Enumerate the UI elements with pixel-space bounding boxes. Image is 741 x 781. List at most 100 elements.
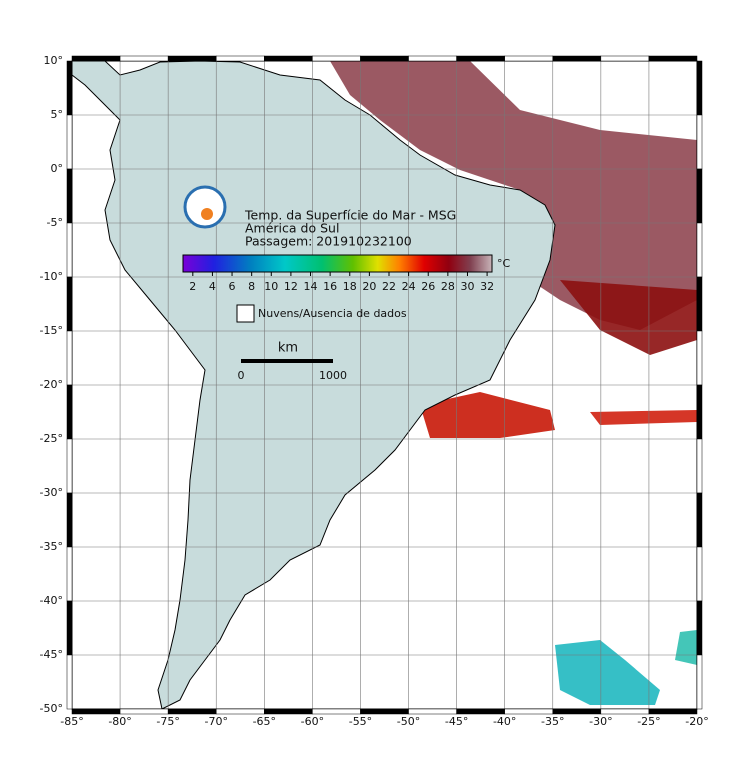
frame-segment (552, 708, 602, 715)
frame-segment (696, 330, 703, 386)
sst-north (330, 61, 697, 330)
x-tick-label: -30° (589, 715, 612, 728)
frame-segment (552, 55, 602, 62)
logo-sun (201, 208, 213, 220)
y-tick-label: -30° (40, 486, 63, 499)
x-tick-label: -75° (156, 715, 179, 728)
x-tick-label: -40° (493, 715, 516, 728)
header-line: América do Sul (245, 221, 339, 236)
x-tick-label: -70° (204, 715, 227, 728)
colorbar-label: 30 (460, 280, 474, 293)
frame-segment (600, 708, 650, 715)
colorbar-label: 6 (229, 280, 236, 293)
frame-segment (696, 222, 703, 278)
colorbar-label: 20 (362, 280, 376, 293)
frame-segment (456, 55, 505, 62)
colorbar-label: 4 (209, 280, 216, 293)
logo (183, 185, 227, 229)
y-tick-label: -25° (40, 432, 63, 445)
y-tick-label: 5° (51, 108, 64, 121)
sst-band (420, 392, 555, 438)
x-tick-label: -45° (445, 715, 468, 728)
frame-segment (71, 55, 121, 62)
frame-segment (360, 55, 409, 62)
colorbar-label: 12 (284, 280, 298, 293)
frame-segment (696, 168, 703, 224)
frame-segment (312, 55, 361, 62)
colorbar-unit: °C (497, 257, 511, 270)
colorbar-label: 10 (264, 280, 278, 293)
frame-segment (167, 708, 217, 715)
frame-segment (215, 55, 265, 62)
legend-swatch (236, 304, 255, 323)
frame-segment (696, 276, 703, 332)
y-tick-label: -15° (40, 324, 63, 337)
frame-segment (66, 330, 73, 386)
colorbar-label: 16 (323, 280, 337, 293)
colorbar-label: 26 (421, 280, 435, 293)
frame-segment (66, 168, 73, 224)
colorbar-label: 8 (248, 280, 255, 293)
frame-segment (264, 55, 313, 62)
frame-segment (408, 55, 457, 62)
frame-segment (360, 708, 409, 715)
frame-segment (648, 708, 698, 715)
x-tick-label: -55° (349, 715, 372, 728)
colorbar-label: 28 (441, 280, 455, 293)
frame-segment (66, 654, 73, 710)
y-tick-label: 0° (51, 162, 64, 175)
x-tick-label: -85° (60, 715, 83, 728)
frame-segment (696, 492, 703, 548)
frame-segment (312, 708, 361, 715)
frame-segment (66, 492, 73, 548)
frame-segment (600, 55, 650, 62)
colorbar-label: 22 (382, 280, 396, 293)
header-line: Temp. da Superfície do Mar - MSG (244, 208, 456, 223)
frame-segment (167, 55, 217, 62)
frame-segment (696, 114, 703, 170)
x-tick-label: -35° (541, 715, 564, 728)
x-tick-label: -20° (685, 715, 708, 728)
logo-ring (183, 185, 227, 229)
x-tick-label: -65° (253, 715, 276, 728)
colorbar-label: 24 (402, 280, 416, 293)
frame-segment (504, 708, 554, 715)
frame-segment (66, 546, 73, 602)
frame-segment (119, 55, 169, 62)
frame-segment (66, 438, 73, 494)
frame-segment (696, 654, 703, 710)
colorbar-label: 32 (480, 280, 494, 293)
sst-cold (555, 640, 660, 705)
frame-segment (215, 708, 265, 715)
y-tick-label: -5° (47, 216, 63, 229)
header-line: Passagem: 201910232100 (245, 234, 412, 249)
scale-unit: km (278, 341, 298, 356)
y-tick-label: -35° (40, 540, 63, 553)
y-tick-label: -10° (40, 270, 63, 283)
frame-segment (66, 222, 73, 278)
legend-label: Nuvens/Ausencia de dados (258, 307, 407, 320)
y-tick-label: 10° (44, 54, 64, 67)
colorbar-label: 14 (304, 280, 318, 293)
frame-segment (696, 438, 703, 494)
frame-segment (71, 708, 121, 715)
frame-segment (696, 546, 703, 602)
colorbar (182, 254, 493, 273)
scale-bar (241, 359, 333, 363)
frame-segment (696, 60, 703, 116)
frame-segment (696, 384, 703, 440)
frame-segment (648, 55, 698, 62)
y-tick-label: -40° (40, 594, 63, 607)
y-tick-label: -45° (40, 648, 63, 661)
scale-label: 0 (238, 369, 245, 382)
frame-segment (66, 114, 73, 170)
frame-segment (66, 276, 73, 332)
sst-south-atlantic (560, 280, 697, 355)
sst-cold-east (675, 630, 697, 665)
x-tick-label: -60° (301, 715, 324, 728)
x-tick-label: -50° (397, 715, 420, 728)
colorbar-label: 18 (343, 280, 357, 293)
frame-segment (504, 55, 554, 62)
x-tick-label: -80° (108, 715, 131, 728)
